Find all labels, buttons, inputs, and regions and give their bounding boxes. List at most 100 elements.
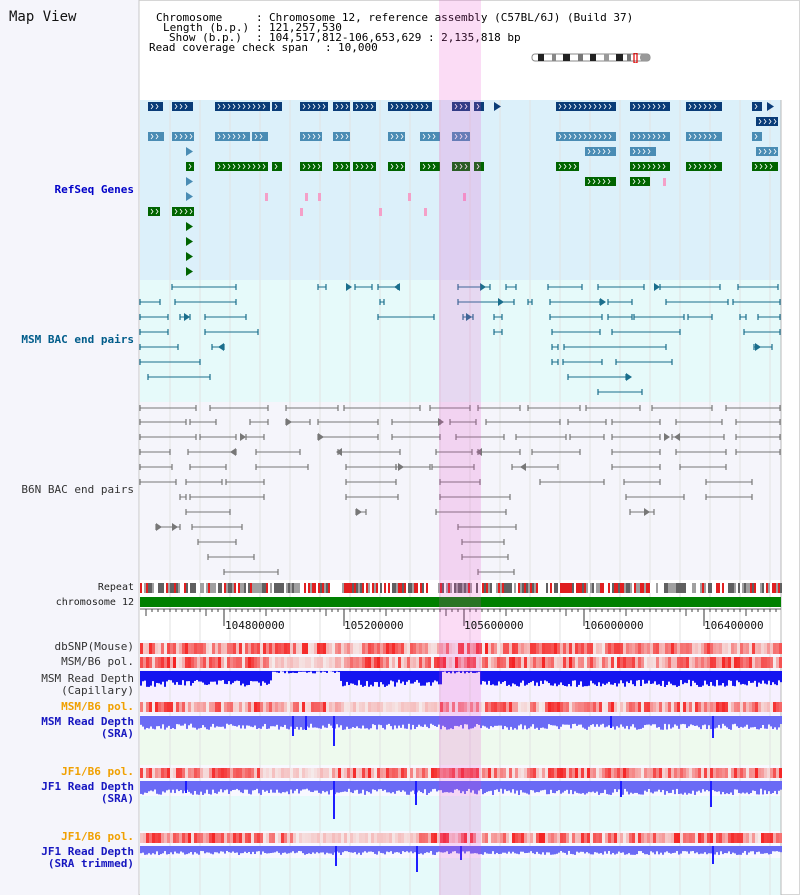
depth-bar	[696, 671, 698, 685]
depth-bar	[184, 671, 186, 686]
heat-cell	[290, 833, 293, 843]
heat-cell	[512, 657, 515, 668]
depth-bar	[402, 716, 404, 725]
depth-bar	[656, 716, 658, 728]
heat-cell	[458, 657, 461, 668]
heat-cell	[212, 702, 215, 712]
depth-bar	[242, 781, 244, 794]
heat-cell	[488, 657, 491, 668]
depth-bar	[594, 846, 596, 853]
repeat-element	[778, 583, 780, 593]
heat-cell	[554, 833, 557, 843]
gene-strand-mark	[390, 103, 394, 110]
heat-cell	[701, 702, 704, 712]
heat-cell	[197, 657, 200, 668]
heat-cell	[203, 702, 206, 712]
heat-cell	[386, 702, 389, 712]
repeat-element	[420, 583, 422, 593]
depth-bar	[298, 846, 300, 851]
heat-cell	[380, 643, 383, 654]
heat-cell	[281, 833, 284, 843]
refseq-genes-label[interactable]: RefSeq Genes	[54, 183, 134, 196]
heat-cell	[350, 702, 353, 712]
heat-cell	[542, 833, 545, 843]
heat-cell	[761, 643, 764, 654]
heat-cell	[773, 768, 776, 778]
depth-bar	[350, 671, 352, 684]
depth-bar	[436, 846, 438, 853]
heat-cell	[140, 643, 143, 654]
depth-bar	[424, 716, 426, 725]
depth-bar	[232, 781, 234, 790]
heat-cell	[566, 702, 569, 712]
gene-strand-mark	[588, 133, 592, 140]
heat-cell	[518, 643, 521, 654]
jf1-trim-panel-bg	[140, 858, 781, 895]
heat-cell	[146, 768, 149, 778]
depth-bar	[330, 716, 332, 726]
heat-cell	[533, 643, 536, 654]
heat-cell	[185, 833, 188, 843]
depth-bar	[450, 671, 452, 674]
repeat-element	[686, 583, 688, 593]
depth-bar	[312, 716, 314, 728]
depth-bar	[142, 716, 144, 727]
heat-cell	[707, 643, 710, 654]
depth-bar	[320, 781, 322, 794]
depth-bar	[614, 716, 616, 730]
depth-bar	[192, 671, 194, 684]
axis-tick-label: 106000000	[584, 619, 644, 632]
depth-bar	[320, 671, 322, 673]
depth-bar	[418, 716, 420, 725]
heat-cell	[566, 833, 569, 843]
depth-bar	[598, 716, 600, 727]
depth-bar	[764, 716, 766, 729]
depth-bar	[522, 671, 524, 681]
depth-bar	[456, 716, 458, 726]
depth-bar	[344, 846, 346, 852]
depth-bar	[426, 716, 428, 727]
gene-strand-mark	[662, 133, 666, 140]
heat-cell	[461, 657, 464, 668]
depth-bar	[382, 671, 384, 685]
heat-cell	[770, 702, 773, 712]
depth-bar	[422, 671, 424, 686]
gene-strand-mark	[598, 133, 602, 140]
depth-bar	[442, 846, 444, 853]
depth-bar	[452, 846, 454, 852]
heat-cell	[356, 768, 359, 778]
depth-bar	[560, 781, 562, 794]
depth-bar	[746, 846, 748, 855]
depth-bar	[170, 781, 172, 793]
depth-bar	[756, 671, 758, 687]
heat-cell	[554, 768, 557, 778]
depth-bar	[644, 671, 646, 684]
b6n-bac-end-pairs-label[interactable]: B6N BAC end pairs	[21, 483, 134, 496]
gene-arrow	[767, 102, 774, 111]
heat-cell	[167, 657, 170, 668]
gene-strand-mark	[476, 103, 480, 110]
depth-bar	[248, 671, 250, 685]
ideogram-position-marker	[633, 53, 638, 63]
gene-strand-mark	[335, 103, 339, 110]
depth-bar	[166, 716, 168, 728]
depth-bar	[700, 671, 702, 687]
heat-cell	[299, 833, 302, 843]
heat-cell	[323, 702, 326, 712]
depth-bar	[716, 846, 718, 853]
length-key: Length (b.p.)	[163, 21, 250, 34]
chromosome-ideogram[interactable]	[530, 53, 652, 63]
depth-bar	[726, 781, 728, 794]
depth-bar	[704, 671, 706, 681]
heat-cell	[710, 768, 713, 778]
depth-bar	[654, 716, 656, 725]
depth-bar	[618, 846, 620, 852]
heat-cell	[479, 768, 482, 778]
msm-bac-end-pairs-label[interactable]: MSM BAC end pairs	[21, 333, 134, 346]
repeat-element	[640, 583, 642, 593]
gene-strand-mark	[345, 163, 349, 170]
bac-end-marker	[466, 313, 472, 321]
heat-cell	[308, 657, 311, 668]
heat-cell	[179, 657, 182, 668]
